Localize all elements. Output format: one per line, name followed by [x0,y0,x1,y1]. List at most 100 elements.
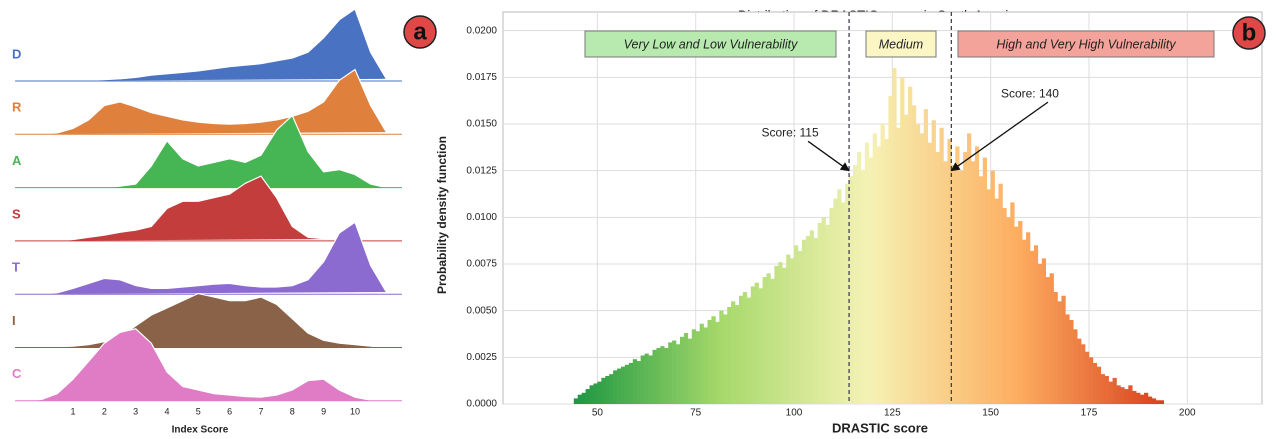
bar [864,142,870,404]
bar [825,224,830,404]
bar [774,265,779,404]
bar [1085,351,1090,404]
bar [601,377,606,404]
bar [738,295,744,404]
bar [605,376,610,404]
x-tick-label: 8 [290,406,295,416]
bar [904,114,909,405]
bar [581,392,586,404]
bar [813,237,818,404]
bar [1116,385,1121,404]
bar [990,170,995,404]
x-tick-label: 10 [350,406,360,416]
bar [978,176,984,404]
bar [782,267,787,404]
bar [1018,221,1023,404]
bar [632,359,638,404]
bar [577,394,582,404]
bar [1057,301,1062,404]
bar [915,124,921,404]
bar [703,327,708,404]
bar [1096,366,1102,404]
x-tick-label: 7 [258,406,263,416]
bar [856,152,862,404]
bar [1088,357,1094,404]
x-tick-label: 4 [164,406,169,416]
bar [947,138,952,404]
y-tick-label: 0.0000 [466,399,497,410]
bar [1104,376,1109,404]
bar [911,105,917,404]
bar [695,331,700,404]
panel-badge [1232,16,1266,50]
bar [636,361,641,404]
bar [613,370,618,404]
bar [715,321,720,404]
bar [1006,217,1011,404]
x-tick-label: 3 [133,406,138,416]
ridge-area [26,292,387,349]
bar [1151,398,1157,404]
annotation-arrow [950,101,1049,172]
bar [766,273,771,404]
region-label: Medium [879,37,923,51]
bar [640,355,645,404]
bar [797,250,803,404]
bar [762,277,767,404]
region-box [865,30,937,58]
ridge-area [26,221,387,295]
bar [959,170,964,404]
bar [644,353,649,404]
ridge-area [26,68,387,135]
bar [1041,258,1047,404]
bar [731,301,736,404]
bar [656,348,661,404]
bar [624,364,630,404]
bar [821,217,826,404]
bar [939,127,944,404]
bar [872,133,877,405]
bar [880,124,885,404]
bar [593,383,598,404]
bar [664,348,669,404]
ridge-area [25,328,387,402]
bar [1120,387,1125,404]
bar [691,329,696,404]
bar [1045,277,1050,404]
bar [778,262,783,404]
y-axis-label: Probability density function [435,136,449,294]
ridge-label: R [12,100,22,115]
bar [845,183,850,404]
x-tick-label: 2 [102,406,107,416]
bar [1065,314,1070,404]
bar [597,381,602,404]
bar [687,338,693,404]
bar [805,236,811,404]
region-label: Very Low and Low Vulnerability [624,37,798,51]
annotation: Score: 115 [762,126,819,140]
bar [1136,392,1141,404]
panel-badge [403,15,437,49]
bar [1124,389,1129,404]
bar [573,398,579,404]
x-tick-label: 9 [321,406,326,416]
x-tick-label: 1 [70,406,75,416]
bar [1100,374,1105,404]
y-tick-label: 0.0025 [466,352,497,363]
bar [660,346,665,404]
bar [974,146,980,404]
bar [794,245,799,404]
bar [707,320,712,404]
bar [908,86,913,405]
bar [719,310,724,404]
y-tick-label: 0.0175 [466,72,497,83]
bar [970,161,976,404]
bar [1132,390,1137,404]
bar [1159,400,1164,404]
bar [1002,208,1007,404]
bar [868,157,873,404]
bar [750,286,755,404]
bar [998,183,1003,404]
bar [754,282,759,404]
